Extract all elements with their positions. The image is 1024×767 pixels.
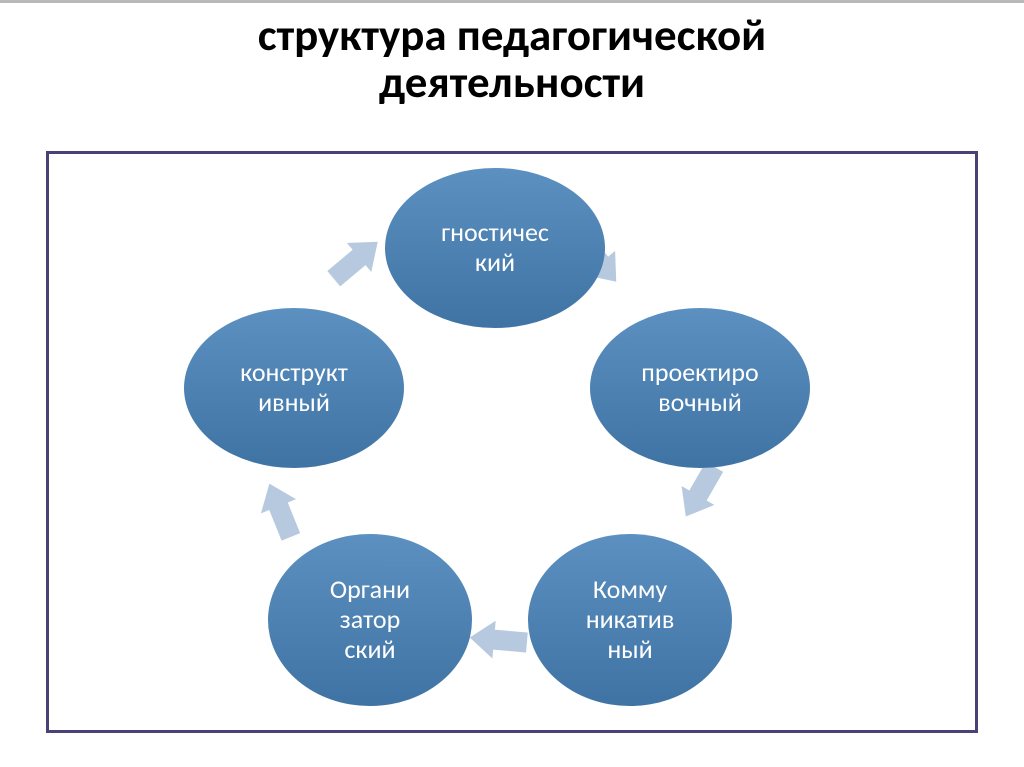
- cycle-node-label: гностический: [441, 218, 549, 278]
- cycle-diagram: гностический проектировочный Коммуникативн…: [0, 0, 1024, 767]
- cycle-node: конструктивный: [184, 308, 404, 468]
- cycle-arrow: [317, 222, 395, 299]
- cycle-node-label: Коммуникативный: [586, 575, 675, 665]
- cycle-node-label: Организаторский: [330, 575, 410, 665]
- cycle-node: проектировочный: [590, 308, 810, 468]
- cycle-arrow: [246, 473, 315, 547]
- cycle-node: Коммуникативный: [528, 534, 732, 706]
- cycle-node: Организаторский: [268, 534, 472, 706]
- cycle-arrow: [466, 612, 530, 667]
- cycle-node-label: конструктивный: [240, 358, 348, 418]
- cycle-node: гностический: [385, 168, 605, 328]
- cycle-node-label: проектировочный: [641, 358, 758, 418]
